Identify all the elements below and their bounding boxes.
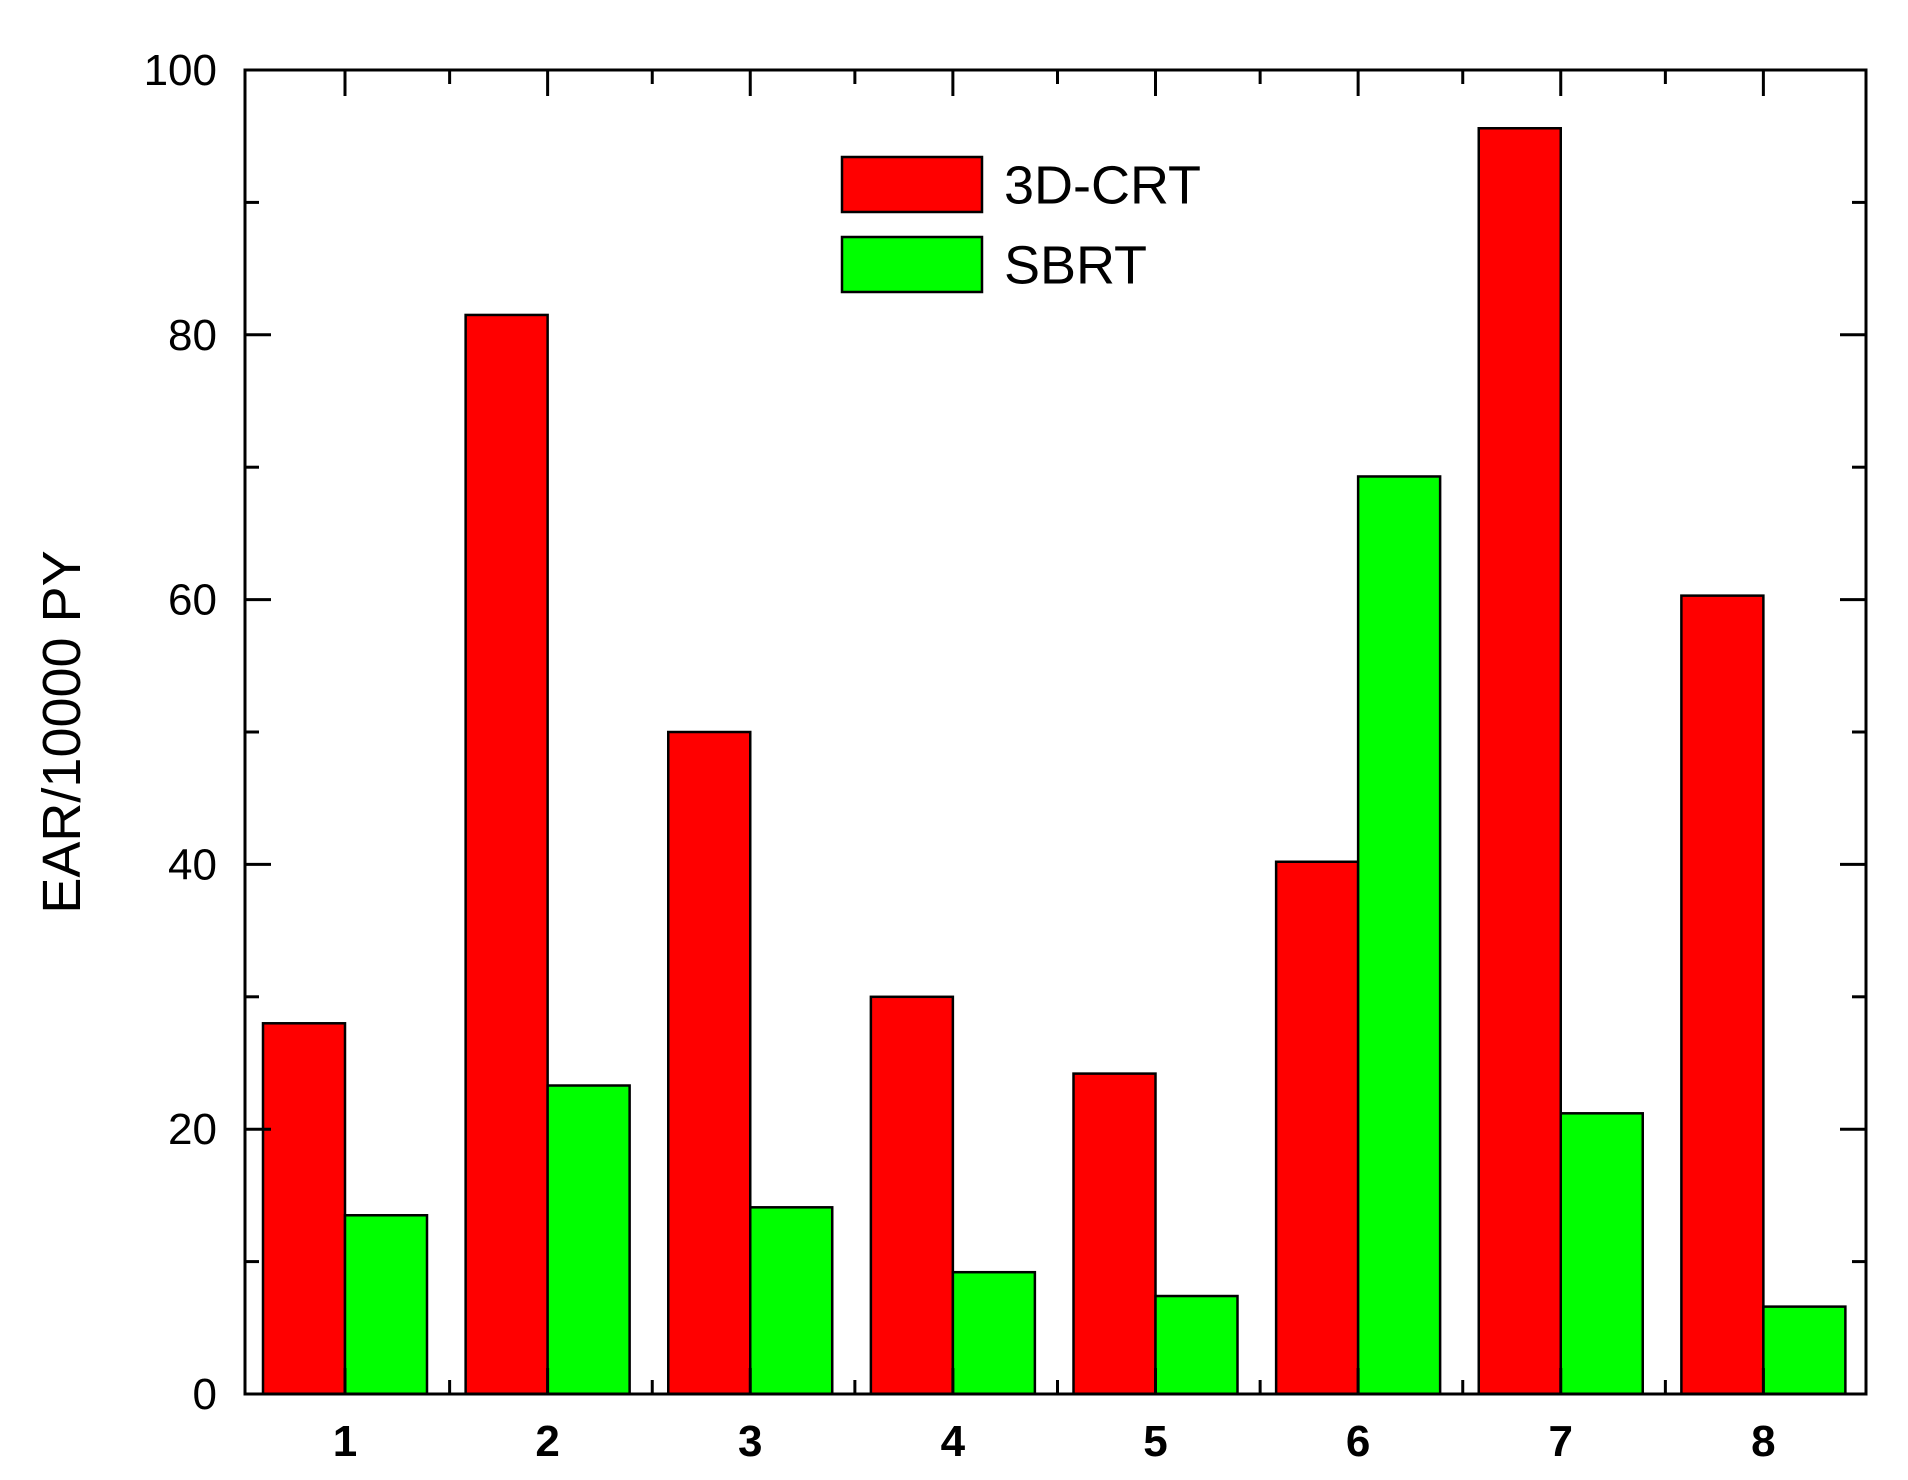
- bar-sbrt-5: [1154, 1294, 1239, 1396]
- y-tick-label: 20: [168, 1105, 217, 1154]
- x-tick-label-5: 5: [1143, 1417, 1167, 1466]
- bar-sbrt-6: [1356, 475, 1442, 1396]
- bar-3d-crt-7: [1477, 127, 1562, 1396]
- bar-sbrt-2: [546, 1084, 631, 1396]
- legend: 3D-CRT SBRT: [840, 155, 1201, 296]
- x-tick-label-7: 7: [1549, 1417, 1573, 1466]
- bar-sbrt-7: [1559, 1112, 1644, 1396]
- legend-label-sbrt: SBRT: [1004, 236, 1147, 296]
- legend-swatch-sbrt: [840, 235, 984, 294]
- bar-3d-crt-4: [869, 995, 955, 1396]
- bar-3d-crt-1: [261, 1022, 347, 1396]
- x-tick-label-2: 2: [535, 1417, 559, 1466]
- y-tick-label: 60: [168, 576, 217, 625]
- y-tick-label: 80: [168, 311, 217, 360]
- bar-sbrt-3: [749, 1206, 834, 1396]
- bar-3d-crt-5: [1072, 1072, 1157, 1396]
- bar-3d-crt-6: [1274, 860, 1360, 1396]
- y-tick-label: 0: [193, 1370, 217, 1419]
- x-tick-label-1: 1: [333, 1417, 357, 1466]
- ticks-group: [245, 68, 1866, 1396]
- legend-swatch-3d-crt: [840, 155, 984, 214]
- legend-label-3d-crt: 3D-CRT: [1004, 156, 1201, 216]
- x-tick-label-4: 4: [941, 1417, 966, 1466]
- x-tick-label-8: 8: [1751, 1417, 1775, 1466]
- bar-3d-crt-2: [464, 313, 549, 1396]
- x-tick-label-6: 6: [1346, 1417, 1370, 1466]
- y-tick-label: 40: [168, 840, 217, 889]
- y-tick-label: 100: [144, 46, 217, 95]
- bars-group: [261, 127, 1847, 1396]
- y-axis-label: EAR/10000 PY: [32, 550, 92, 913]
- bar-3d-crt-8: [1680, 594, 1765, 1396]
- bar-sbrt-4: [951, 1270, 1037, 1396]
- tick-labels-group: 0 20 40 60 80 100 1 2 3 4 5 6 7 8: [144, 46, 1776, 1466]
- bar-sbrt-8: [1762, 1305, 1847, 1396]
- bar-sbrt-1: [343, 1214, 429, 1396]
- x-tick-label-3: 3: [738, 1417, 762, 1466]
- bar-3d-crt-3: [667, 730, 752, 1396]
